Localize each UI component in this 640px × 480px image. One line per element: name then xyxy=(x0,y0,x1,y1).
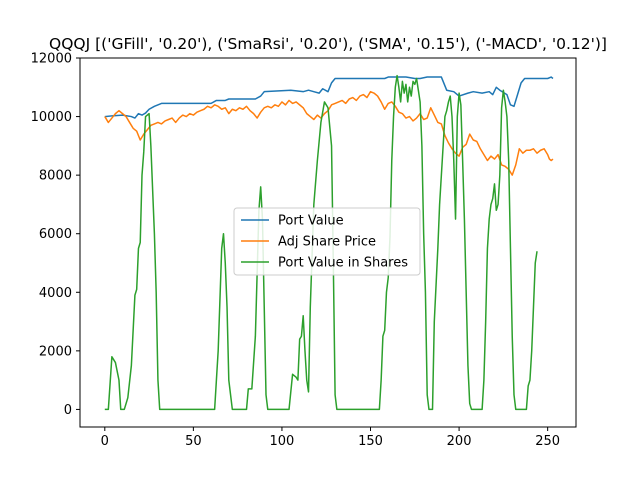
plot-lines xyxy=(104,74,554,411)
x-tick-label: 250 xyxy=(535,434,560,449)
series-line-0 xyxy=(104,76,554,119)
x-axis: 0 50 100 150 200 250 xyxy=(101,427,560,449)
legend-label-0: Port Value xyxy=(278,214,344,229)
x-tick-label: 100 xyxy=(270,434,295,449)
series-line-2 xyxy=(104,74,538,411)
series-line-1 xyxy=(104,90,554,176)
x-tick-label: 0 xyxy=(101,434,109,449)
y-tick-label: 6000 xyxy=(39,227,72,242)
y-tick-label: 8000 xyxy=(39,169,72,184)
x-tick-label: 150 xyxy=(358,434,383,449)
y-tick-label: 4000 xyxy=(39,286,72,301)
legend-label-2: Port Value in Shares xyxy=(278,256,408,271)
axes-frame xyxy=(79,57,577,428)
x-tick-label: 200 xyxy=(447,434,472,449)
y-tick-label: 0 xyxy=(64,403,72,418)
y-axis: 0 2000 4000 6000 8000 10000 12000 xyxy=(31,52,80,418)
legend-box xyxy=(233,207,421,276)
chart-title: QQQJ [('GFill', '0.20'), ('SmaRsi', '0.2… xyxy=(49,35,607,53)
legend: Port Value Adj Share Price Port Value in S… xyxy=(233,207,421,276)
y-tick-label: 10000 xyxy=(31,110,72,125)
y-tick-label: 12000 xyxy=(31,52,72,67)
legend-label-1: Adj Share Price xyxy=(278,235,376,250)
y-tick-label: 2000 xyxy=(39,344,72,359)
x-tick-label: 50 xyxy=(185,434,202,449)
